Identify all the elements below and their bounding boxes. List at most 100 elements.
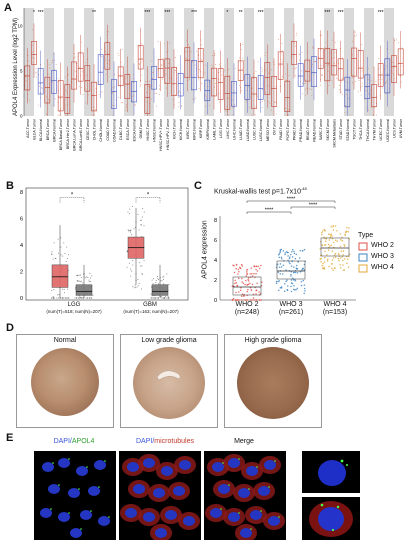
panel-c-point [247,278,249,281]
panel-a-box [357,50,364,79]
cell-nucleus [228,458,240,468]
panel-b-point [82,297,84,299]
panel-a-point [68,73,69,75]
panel-b-point [127,211,129,213]
panel-a-sigmark: ** [92,10,96,16]
panel-a-point [334,41,336,43]
panel-b-point [53,242,55,244]
panel-b-boxes: * * [51,192,170,299]
panel-c-point [290,275,292,277]
panel-a-point [265,91,266,93]
panel-c-point [343,245,346,247]
panel-c-point [288,261,290,263]
panel-a-point [367,92,369,94]
panel-b-point [164,296,166,298]
panel-b-point [51,297,53,299]
panel-a-point [224,110,226,112]
panel-a-xlabel: BRCA.Tumor [46,118,50,140]
panel-a-point [29,99,31,101]
panel-b-point [129,231,131,233]
panel-c-point [328,239,331,241]
panel-c-point [253,265,256,268]
panel-a-box [231,81,237,107]
panel-a-ytick: 5 [20,69,23,74]
cell-nucleus [70,528,82,538]
panel-a-point [328,63,329,65]
panel-a-point [79,66,81,68]
panel-c-point [328,265,330,268]
panel-c-point [253,299,255,301]
panel-b-point [81,297,83,299]
panel-c-point [290,279,293,281]
panel-a-xlabel: HNSC.Normal [153,119,157,142]
panel-b-point [130,234,132,236]
panel-b-point [143,260,145,262]
panel-a-point [367,79,369,81]
panel-a-point [275,113,277,115]
panel-a-point [85,102,86,104]
panel-a-point [189,78,190,80]
panel-a-point [357,91,359,93]
panel-a-point [305,94,307,96]
panel-a-box [397,48,404,76]
panel-a-shade [44,8,54,116]
panel-b-point [139,262,141,264]
panel-c-point [331,259,334,261]
panel-c-point [330,244,332,247]
panel-c-point [245,275,248,277]
panel-a-xlabel: CHOL.Normal [99,119,103,142]
panel-b-point [74,288,76,290]
panel-a-point [192,61,194,63]
panel-c-point [241,293,244,295]
panel-a-point [234,103,236,105]
panel-b-point [132,264,134,266]
panel-b-point [163,278,165,280]
panel-a-point [254,114,256,116]
panel-b-point [137,278,139,280]
panel-a-point [107,52,109,54]
panel-b-point [131,270,133,272]
panel-b-point [87,276,89,278]
panel-c-point [304,287,306,290]
panel-a-point [265,51,267,53]
panel-a-point [35,68,37,69]
legend-label-who3: WHO 3 [371,253,394,260]
panel-a-box [104,42,111,70]
panel-b-point [138,282,140,284]
apol4-puncta [256,466,258,468]
micro-title-dapi-1: DAPI/ [53,438,72,445]
panel-a-box [337,58,344,81]
panel-a-point [321,73,323,75]
panel-c-point [328,233,330,235]
apol4-puncta [68,512,70,514]
panel-c-point [347,266,350,268]
panel-a-point [51,81,53,83]
panel-a-box [177,72,184,97]
panel-c-point [284,252,286,254]
panel-letter-d: D [6,322,14,334]
panel-b-point [66,297,68,299]
panel-a-point [125,104,127,105]
panel-a-point [189,46,190,48]
panel-c-point [285,269,287,271]
apol4-puncta [90,510,92,512]
legend-swatch-who2 [358,242,368,251]
panel-a-point [112,87,113,89]
panel-b-point [162,283,164,285]
panel-c-point [321,244,323,247]
panel-c-point [235,281,237,284]
panel-a-xlabel: ESCA.Normal [133,119,137,142]
panel-c-point [341,256,344,258]
apol4-puncta [248,488,250,490]
panel-a-box [284,80,291,112]
panel-c-point [236,284,239,287]
panel-a-point [95,82,97,84]
panel-c-point [258,267,261,270]
panel-c-point [278,280,281,282]
panel-a-point [401,81,403,83]
panel-a-shade [264,8,274,116]
panel-a-point [339,89,341,91]
panel-c-point [236,299,239,301]
panel-b-point [129,208,131,210]
panel-a-point [47,73,49,75]
